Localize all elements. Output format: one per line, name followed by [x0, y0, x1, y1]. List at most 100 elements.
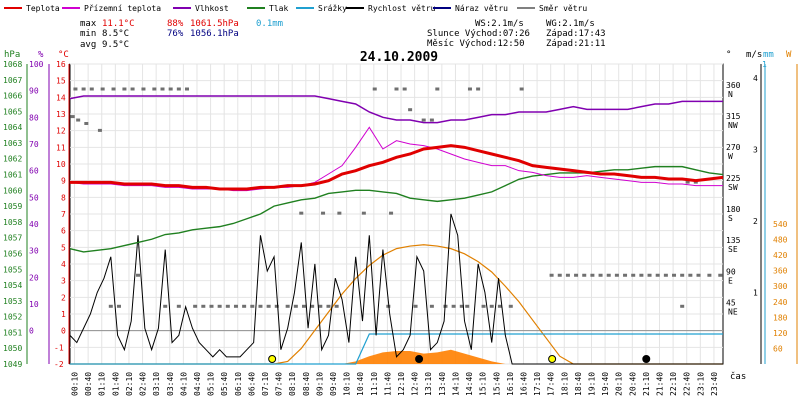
wind-direction-point	[459, 304, 464, 308]
wind-direction-point	[163, 304, 168, 308]
info-block: WS:2.1m/s WG:2.1m/s Slunce Východ:07:26 …	[427, 19, 606, 49]
solar-tick-label: 240	[773, 298, 788, 307]
legend-label: Vlhkost	[195, 4, 229, 13]
legend-label: Tlak	[269, 4, 288, 13]
legend-item: Teplota	[4, 4, 60, 13]
direction-name-label: NW	[728, 121, 738, 130]
legend-item: Tlak	[247, 4, 288, 13]
x-tick-label: 19:10	[587, 372, 596, 396]
direction-name-label: SW	[728, 183, 738, 192]
info-ws: WS:2.1m/s	[475, 19, 524, 29]
pressure-tick-label: 1065	[3, 107, 22, 116]
x-tick-label: 04:10	[179, 372, 188, 396]
x-tick-label: 07:10	[261, 372, 270, 396]
temperature-tick-label: 7	[61, 210, 66, 219]
wind-direction-point	[623, 273, 628, 277]
wind-direction-point	[429, 118, 434, 122]
wind-direction-point	[361, 211, 366, 215]
legend-item: Náraz větru	[433, 4, 508, 13]
wind-direction-point	[565, 273, 570, 277]
wind-direction-point	[285, 304, 290, 308]
direction-tick-label: 90	[726, 267, 736, 276]
stat-hum-min: 76%	[167, 29, 184, 39]
x-tick-label: 16:10	[506, 372, 515, 396]
humidity-tick-label: 10	[29, 300, 39, 309]
temperature-tick-label: -1	[54, 343, 64, 352]
stats-block: max min avg 11.1°C 8.5°C 9.5°C 88% 76% 1…	[80, 19, 283, 50]
humidity-tick-label: 50	[29, 193, 39, 202]
stat-hum-max: 88%	[167, 19, 184, 29]
x-tick-label: 05:10	[207, 372, 216, 396]
wind-direction-point	[696, 273, 701, 277]
temperature-tick-label: 16	[56, 60, 66, 69]
stat-press-max: 1061.5hPa	[190, 19, 239, 29]
wind-tick-label: 2	[753, 217, 758, 226]
wind-direction-point	[451, 304, 456, 308]
pressure-tick-label: 1050	[3, 344, 22, 353]
temperature-tick-label: 10	[56, 160, 66, 169]
wind-direction-point	[688, 273, 693, 277]
pressure-tick-label: 1062	[3, 155, 22, 164]
plot-area	[69, 87, 724, 365]
humidity-tick-label: 20	[29, 273, 39, 282]
temperature-tick-label: 2	[61, 293, 66, 302]
temperature-tick-label: 14	[56, 93, 66, 102]
x-tick-label: 23:10	[696, 372, 705, 396]
wind-direction-point	[718, 273, 723, 277]
info-moonset: Západ:21:11	[546, 39, 606, 49]
x-tick-label: 23:40	[710, 372, 719, 396]
pressure-tick-label: 1049	[3, 360, 22, 369]
pressure-tick-label: 1066	[3, 92, 22, 101]
pressure-tick-label: 1052	[3, 313, 22, 322]
humidity-tick-label: 100	[29, 60, 44, 69]
wind-direction-point	[301, 304, 306, 308]
x-tick-label: 16:40	[519, 372, 528, 396]
x-tick-label: 02:10	[125, 372, 134, 396]
wind-direction-point	[655, 273, 660, 277]
wind-direction-point	[489, 304, 494, 308]
x-tick-label: 19:40	[601, 372, 610, 396]
wind-direction-point	[318, 304, 323, 308]
stat-temp-min: 8.5°C	[102, 29, 129, 39]
direction-tick-label: 270	[726, 143, 741, 152]
x-tick-label: 11:10	[370, 372, 379, 396]
wind-direction-point	[70, 115, 75, 119]
pressure-tick-label: 1051	[3, 328, 22, 337]
x-tick-label: 09:10	[315, 372, 324, 396]
wind-direction-point	[266, 304, 271, 308]
temperature-tick-label: 8	[61, 193, 66, 202]
wind-direction-point	[647, 273, 652, 277]
sunset-marker	[548, 355, 557, 363]
temperature-tick-label: 4	[61, 260, 66, 269]
legend-label: Teplota	[26, 4, 60, 13]
x-tick-label: 20:10	[615, 372, 624, 396]
wind-direction-point	[100, 87, 105, 91]
stat-rain-max: 0.1mm	[256, 19, 283, 29]
wind-direction-point	[549, 273, 554, 277]
wind-direction-point	[122, 87, 127, 91]
humidity-line	[69, 95, 723, 124]
wind-tick-label: 4	[753, 74, 758, 83]
x-tick-label: 08:40	[302, 372, 311, 396]
x-tick-label: 00:10	[71, 372, 80, 396]
stat-label-min: min	[80, 29, 96, 39]
x-tick-label: 07:40	[275, 372, 284, 396]
solar-tick-label: 180	[773, 313, 788, 322]
legend-label: Rychlost větru	[368, 4, 436, 13]
wind-direction-point	[707, 273, 712, 277]
pressure-tick-label: 1064	[3, 123, 22, 132]
wind-unit-label: m/s	[746, 50, 762, 60]
direction-tick-label: 180	[726, 205, 741, 214]
humidity-tick-label: 80	[29, 113, 39, 122]
legend-label: Přízemní teplota	[84, 4, 161, 13]
wind-direction-point	[519, 87, 524, 91]
wind-direction-point	[81, 87, 86, 91]
direction-unit-label: °	[726, 50, 731, 60]
stat-temp-avg: 9.5°C	[102, 40, 129, 50]
temperature-tick-label: 9	[61, 177, 66, 186]
pressure-tick-label: 1055	[3, 265, 22, 274]
wind-direction-point	[160, 87, 165, 91]
x-tick-label: 06:40	[247, 372, 256, 396]
